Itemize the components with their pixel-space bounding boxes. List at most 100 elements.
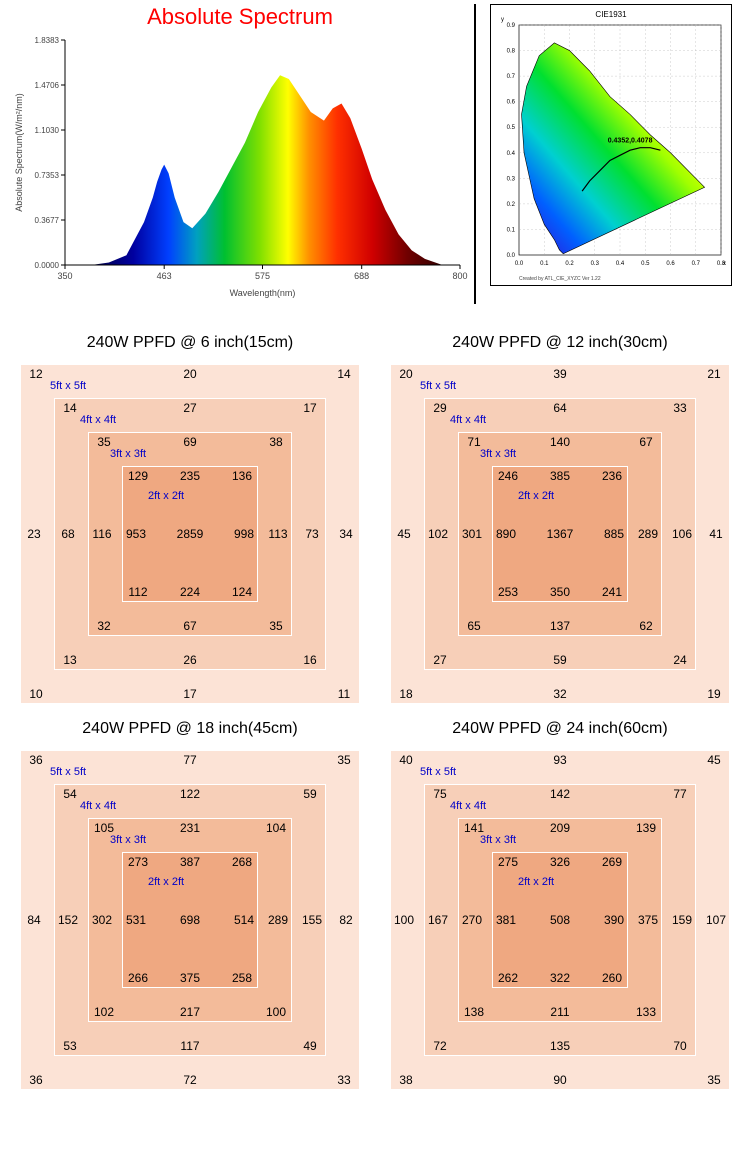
ppfd-value: 135 (550, 1040, 570, 1052)
ppfd-value: 375 (638, 914, 658, 926)
ppfd-value: 209 (550, 822, 570, 834)
svg-text:0.3: 0.3 (507, 176, 516, 182)
ppfd-value: 953 (126, 528, 146, 540)
ppfd-value: 381 (496, 914, 516, 926)
ppfd-value: 82 (339, 914, 352, 926)
svg-text:350: 350 (57, 271, 72, 281)
ppfd-title: 240W PPFD @ 18 inch(45cm) (82, 720, 297, 738)
cie-svg: CIE19310.4352,0.40780.00.10.20.30.40.50.… (491, 5, 731, 283)
ppfd-map: 5ft x 5ft4ft x 4ft3ft x 3ft2ft x 2ft1220… (20, 364, 360, 704)
ppfd-value: 35 (97, 436, 110, 448)
ppfd-value: 19 (707, 688, 720, 700)
ppfd-value: 70 (673, 1040, 686, 1052)
ppfd-value: 26 (183, 654, 196, 666)
ppfd-value: 350 (550, 586, 570, 598)
ppfd-value: 20 (183, 368, 196, 380)
ppfd-value: 138 (464, 1006, 484, 1018)
ppfd-value: 266 (128, 972, 148, 984)
ppfd-value: 59 (303, 788, 316, 800)
ppfd-value: 27 (183, 402, 196, 414)
svg-text:0.1: 0.1 (507, 227, 516, 233)
ppfd-section: 240W PPFD @ 6 inch(15cm)5ft x 5ft4ft x 4… (0, 304, 750, 1100)
ppfd-value: 67 (183, 620, 196, 632)
ppfd-value: 49 (303, 1040, 316, 1052)
ft-label: 4ft x 4ft (80, 414, 116, 426)
ft-label: 5ft x 5ft (50, 766, 86, 778)
ppfd-title: 240W PPFD @ 24 inch(60cm) (452, 720, 667, 738)
ppfd-value: 217 (180, 1006, 200, 1018)
svg-text:0.4: 0.4 (507, 151, 516, 157)
ppfd-value: 54 (63, 788, 76, 800)
svg-text:0.7353: 0.7353 (35, 171, 60, 180)
ppfd-value: 531 (126, 914, 146, 926)
ft-label: 3ft x 3ft (110, 834, 146, 846)
ppfd-value: 246 (498, 470, 518, 482)
ppfd-value: 16 (303, 654, 316, 666)
ppfd-center-value: 2859 (177, 528, 204, 540)
ppfd-center-value: 508 (550, 914, 570, 926)
svg-text:0.5: 0.5 (641, 261, 650, 267)
ppfd-value: 885 (604, 528, 624, 540)
ppfd-value: 17 (303, 402, 316, 414)
ppfd-value: 231 (180, 822, 200, 834)
ft-label: 4ft x 4ft (80, 800, 116, 812)
ppfd-value: 262 (498, 972, 518, 984)
ppfd-value: 117 (180, 1040, 199, 1052)
svg-text:0.6: 0.6 (507, 100, 516, 106)
ppfd-value: 38 (399, 1074, 412, 1086)
ppfd-value: 90 (553, 1074, 566, 1086)
ppfd-value: 514 (234, 914, 254, 926)
ppfd-value: 75 (433, 788, 446, 800)
svg-text:1.8383: 1.8383 (35, 36, 60, 45)
svg-text:0.5: 0.5 (507, 125, 516, 131)
vertical-divider (474, 4, 476, 304)
ppfd-value: 62 (639, 620, 652, 632)
ppfd-value: 137 (550, 620, 570, 632)
svg-text:0.6: 0.6 (666, 261, 675, 267)
ppfd-value: 45 (707, 754, 720, 766)
ppfd-block: 240W PPFD @ 24 inch(60cm)5ft x 5ft4ft x … (380, 720, 740, 1090)
ppfd-value: 133 (636, 1006, 656, 1018)
ppfd-value: 20 (399, 368, 412, 380)
ppfd-value: 129 (128, 470, 148, 482)
ppfd-value: 100 (266, 1006, 286, 1018)
ppfd-value: 71 (467, 436, 480, 448)
ppfd-value: 100 (394, 914, 414, 926)
ppfd-value: 36 (29, 754, 42, 766)
svg-text:0.0: 0.0 (515, 261, 524, 267)
ft-label: 2ft x 2ft (518, 490, 554, 502)
svg-text:0.0: 0.0 (507, 253, 516, 259)
ppfd-value: 289 (268, 914, 288, 926)
ppfd-value: 141 (464, 822, 484, 834)
ppfd-value: 18 (399, 688, 412, 700)
svg-text:0.1: 0.1 (540, 261, 549, 267)
ppfd-value: 142 (550, 788, 570, 800)
svg-text:800: 800 (452, 271, 467, 281)
ppfd-value: 72 (183, 1074, 196, 1086)
ppfd-value: 122 (180, 788, 200, 800)
ppfd-value: 53 (63, 1040, 76, 1052)
ppfd-value: 73 (305, 528, 318, 540)
cie-diagram: CIE19310.4352,0.40780.00.10.20.30.40.50.… (490, 4, 732, 286)
svg-text:0.4: 0.4 (616, 261, 625, 267)
ft-label: 4ft x 4ft (450, 414, 486, 426)
ppfd-value: 69 (183, 436, 196, 448)
ft-label: 3ft x 3ft (110, 448, 146, 460)
svg-text:688: 688 (354, 271, 369, 281)
ppfd-value: 27 (433, 654, 446, 666)
svg-text:1.4706: 1.4706 (35, 81, 60, 90)
spectrum-title: Absolute Spectrum (10, 4, 470, 30)
ppfd-map: 5ft x 5ft4ft x 4ft3ft x 3ft2ft x 2ft3677… (20, 750, 360, 1090)
ppfd-value: 64 (553, 402, 566, 414)
ppfd-value: 289 (638, 528, 658, 540)
ppfd-value: 105 (94, 822, 114, 834)
ppfd-value: 107 (706, 914, 726, 926)
ppfd-value: 10 (29, 688, 42, 700)
ppfd-value: 11 (338, 688, 350, 700)
ppfd-value: 253 (498, 586, 518, 598)
svg-text:Absolute Spectrum(W/m²/nm): Absolute Spectrum(W/m²/nm) (14, 93, 24, 212)
ppfd-value: 102 (94, 1006, 114, 1018)
ft-label: 3ft x 3ft (480, 834, 516, 846)
svg-text:0.0000: 0.0000 (35, 261, 60, 270)
ppfd-value: 35 (337, 754, 350, 766)
